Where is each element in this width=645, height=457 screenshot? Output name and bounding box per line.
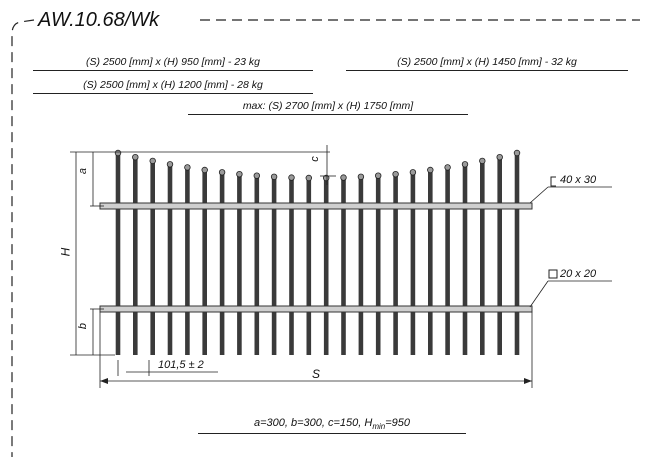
spec-max: max: (S) 2700 [mm] x (H) 1750 [mm] <box>188 100 468 115</box>
fence-bar <box>202 172 207 355</box>
bar-cap <box>184 164 191 171</box>
formula-end: =950 <box>385 417 411 429</box>
bar-cap <box>305 174 312 182</box>
bar-cap <box>375 172 382 179</box>
bar-cap <box>201 166 208 174</box>
bar-cap <box>218 169 226 176</box>
fence-bar <box>393 176 398 355</box>
bar-cap <box>132 153 139 161</box>
bar-cap <box>323 174 330 182</box>
bar-cap <box>253 172 260 179</box>
bar-cap <box>496 153 503 161</box>
fence-bar <box>254 177 260 355</box>
spec-950: (S) 2500 [mm] x (H) 950 [mm] - 23 kg <box>33 56 313 71</box>
dim-b-label: b <box>77 322 90 330</box>
drawing-title: AW.10.68/Wk <box>38 9 160 31</box>
bar-cap <box>357 173 365 180</box>
square-profile-icon <box>548 269 558 279</box>
fence-bar <box>445 169 450 355</box>
dim-S-arrow-right <box>524 378 532 384</box>
fence-bar <box>497 159 502 355</box>
fence-bar <box>480 162 485 355</box>
bar-cap <box>270 173 278 180</box>
fence-bar <box>410 174 416 355</box>
fence-bar <box>219 174 225 355</box>
fence-bar <box>150 162 155 355</box>
bar-cap <box>392 170 399 178</box>
bar-cap <box>166 161 174 168</box>
bottom-rail <box>99 305 533 313</box>
fence-bar <box>185 169 190 355</box>
bar-cap <box>149 157 156 165</box>
dim-c-label: c <box>308 156 321 162</box>
dim-S-label: S <box>312 367 321 381</box>
spec-1450: (S) 2500 [mm] x (H) 1450 [mm] - 32 kg <box>346 56 628 71</box>
bar-cap <box>479 157 486 165</box>
formula-main: a=300, b=300, c=150, H <box>253 417 373 429</box>
fence-bar <box>462 166 468 355</box>
fence-bar <box>289 179 294 355</box>
formula-sub: min <box>372 422 386 432</box>
dim-a-label: a <box>77 167 90 175</box>
bottom-rail-profile-label: 20 x 20 <box>560 268 597 280</box>
fence-bar <box>341 179 346 355</box>
fence-bar <box>133 159 138 355</box>
fence-bar <box>271 178 277 355</box>
fence-bar <box>115 155 121 355</box>
bar-cap <box>513 149 521 157</box>
channel-profile-icon <box>550 176 556 187</box>
fence-bar <box>167 166 173 355</box>
bar-cap <box>444 164 451 171</box>
bottom-rail-leader <box>529 280 549 308</box>
spec-1200: (S) 2500 [mm] x (H) 1200 [mm] - 28 kg <box>33 79 313 94</box>
bar-cap <box>409 169 417 176</box>
frame-left-dashed <box>11 19 35 457</box>
bar-cap <box>461 161 469 168</box>
top-rail-profile-label: 40 x 30 <box>560 174 597 186</box>
fence-bar <box>375 177 381 355</box>
bar-cap <box>340 174 347 181</box>
bar-cap <box>114 149 122 157</box>
dim-H-label: H <box>58 247 73 257</box>
fence-bar <box>358 178 364 355</box>
fence-bar <box>323 180 329 355</box>
fence-bar <box>514 155 520 355</box>
top-rail-leader <box>529 186 549 204</box>
dim-S-arrow-left <box>100 378 108 384</box>
bar-cap <box>236 170 243 178</box>
bar-cap <box>288 174 295 181</box>
fence-bar <box>237 176 242 355</box>
dim-spacing-label: 101,5 ± 2 <box>158 359 204 371</box>
top-rail <box>99 202 533 210</box>
fence-bar <box>428 172 433 355</box>
bar-cap <box>427 166 434 174</box>
dimension-formula: a=300, b=300, c=150, Hmin=950 <box>198 417 466 435</box>
fence-bar <box>306 180 312 355</box>
fence-bars <box>114 149 521 355</box>
